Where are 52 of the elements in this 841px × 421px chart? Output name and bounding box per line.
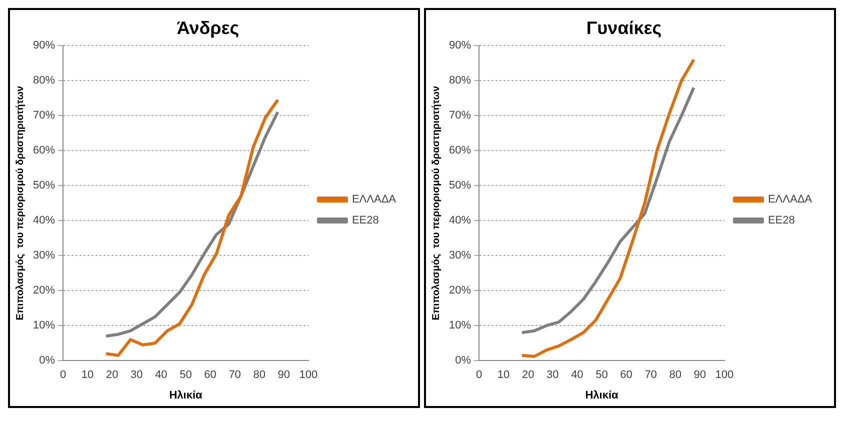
y-tick-label: 30% [32, 250, 56, 262]
x-tick-label: 0 [476, 369, 482, 382]
x-tick-label: 80 [253, 369, 266, 382]
x-tick-label: 20 [522, 369, 534, 382]
x-tick-label: 60 [620, 369, 632, 382]
y-tick-label: 80% [448, 74, 472, 87]
x-tick-label: 40 [155, 369, 168, 382]
y-tick-label: 40% [32, 214, 56, 227]
y-tick-label: 50% [448, 180, 472, 192]
y-tick-label: 60% [448, 144, 472, 157]
x-tick-label: 40 [571, 369, 584, 382]
y-tick-label: 20% [448, 284, 472, 297]
y-tick-label: 60% [32, 144, 56, 157]
chart-title: Άνδρες [176, 18, 240, 38]
x-axis-title: Ηλικία [585, 389, 618, 402]
x-tick-label: 50 [180, 369, 192, 382]
x-tick-label: 0 [60, 369, 66, 382]
x-tick-label: 60 [204, 369, 216, 382]
y-tick-label: 20% [32, 284, 56, 297]
y-tick-label: 80% [32, 74, 56, 87]
x-tick-label: 50 [596, 369, 608, 382]
legend-label: ΕΕ28 [352, 214, 379, 227]
x-tick-label: 30 [546, 369, 559, 382]
x-tick-label: 90 [278, 369, 290, 382]
y-tick-label: 10% [448, 320, 472, 332]
x-tick-label: 30 [130, 369, 143, 382]
x-tick-label: 10 [81, 369, 94, 382]
y-tick-label: 90% [448, 40, 472, 52]
y-axis-title: Επιπολασμός του περιορισμού δραστηριοτήτων [430, 85, 442, 320]
y-axis-title: Επιπολασμός του περιορισμού δραστηριοτήτων [14, 85, 26, 320]
x-tick-label: 100 [715, 369, 734, 382]
chart-title: Γυναίκες [586, 18, 662, 38]
x-axis-title: Ηλικία [169, 389, 202, 402]
y-tick-label: 50% [32, 180, 56, 192]
legend-label: ΕΛΛΑΔΑ [768, 194, 813, 206]
y-tick-label: 0% [455, 354, 472, 367]
legend-label: ΕΕ28 [768, 214, 795, 227]
x-tick-label: 70 [228, 369, 241, 382]
x-tick-label: 70 [644, 369, 657, 382]
x-tick-label: 90 [694, 369, 706, 382]
legend-label: ΕΛΛΑΔΑ [352, 194, 397, 206]
y-tick-label: 40% [448, 214, 472, 227]
y-tick-label: 70% [32, 110, 56, 122]
y-tick-label: 10% [32, 320, 56, 332]
x-tick-label: 20 [106, 369, 118, 382]
y-tick-label: 70% [448, 110, 472, 122]
x-tick-label: 10 [497, 369, 510, 382]
y-tick-label: 90% [32, 40, 56, 52]
x-tick-label: 100 [299, 369, 318, 382]
y-tick-label: 0% [39, 354, 56, 367]
x-tick-label: 80 [669, 369, 682, 382]
y-tick-label: 30% [448, 250, 472, 262]
